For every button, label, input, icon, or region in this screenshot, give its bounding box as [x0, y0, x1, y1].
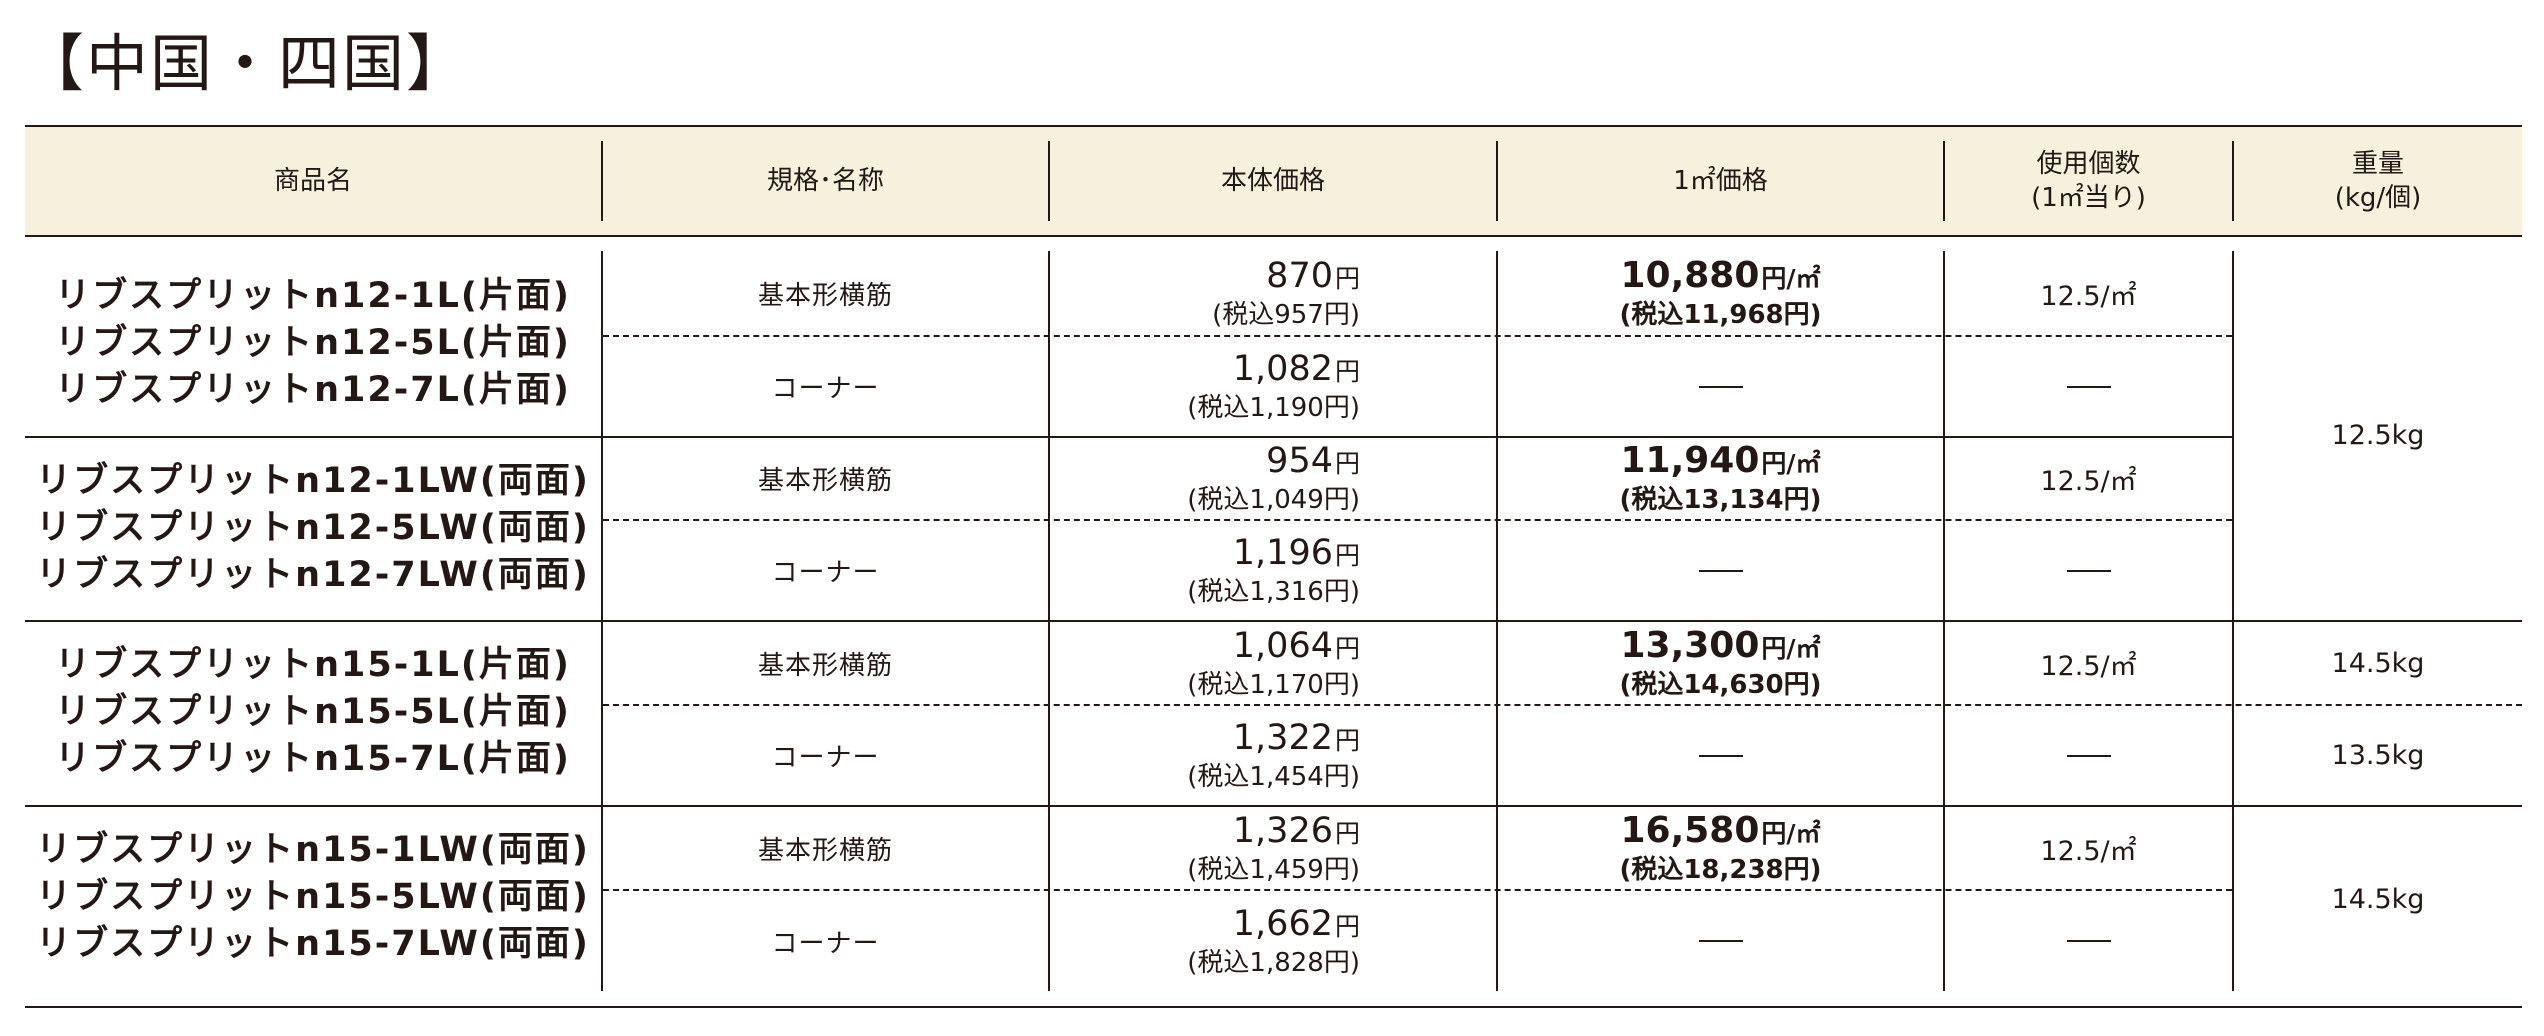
table-bottom-border — [25, 1006, 2522, 1008]
price-cell: 1,196円 (税込1,316円) — [1187, 533, 1360, 607]
usage-none — [1945, 891, 2232, 991]
weight-cell: 14.5kg — [2331, 883, 2425, 915]
region-title: 【中国・四国】 — [22, 27, 471, 100]
header-separator — [1943, 141, 1945, 221]
sqm-price-none — [1498, 706, 1943, 805]
price-cell: 954円 (税込1,049円) — [1187, 441, 1360, 515]
product-name-cell: リブスプリットn15-1L(片面) リブスプリットn15-5L(片面) リブスプ… — [55, 645, 571, 779]
row-separator — [603, 704, 2522, 706]
price-cell: 1,662円 (税込1,828円) — [1187, 903, 1360, 978]
product-name-cell: リブスプリットn15-1LW(両面) リブスプリットn15-5LW(両面) リブ… — [36, 830, 590, 964]
spec-cell: 基本形横筋 — [757, 280, 893, 311]
sqm-price-cell: 10,880円/㎡ (税込11,968円) — [1619, 254, 1822, 330]
weight-cell: 12.5kg — [2331, 420, 2425, 451]
header-usage: 使用個数 (1㎡当り) — [2031, 149, 2146, 213]
spec-cell: コーナー — [771, 928, 880, 959]
dash-mark — [2066, 569, 2111, 572]
spec-cell: コーナー — [771, 558, 880, 588]
header-weight: 重量 (kg/個) — [2334, 149, 2422, 213]
group-separator — [25, 620, 2522, 622]
dash-mark — [1698, 940, 1743, 942]
table-header-background — [25, 127, 2522, 235]
weight-cell: 13.5kg — [2331, 740, 2425, 771]
sqm-price-cell: 16,580円/㎡ (税込18,238円) — [1619, 809, 1822, 885]
price-cell: 1,064円 (税込1,170円) — [1187, 625, 1360, 700]
spec-cell: 基本形横筋 — [757, 835, 893, 866]
usage-cell: 12.5/㎡ — [2040, 280, 2137, 312]
header-spec: 規格･名称 — [766, 166, 884, 196]
header-separator — [601, 141, 603, 221]
spec-cell: コーナー — [771, 374, 880, 404]
dash-mark — [2066, 385, 2111, 388]
header-separator — [1048, 141, 1050, 221]
sqm-price-cell: 13,300円/㎡ (税込14,630円) — [1619, 624, 1822, 700]
usage-cell: 12.5/㎡ — [2040, 466, 2137, 497]
spec-cell: 基本形横筋 — [757, 466, 893, 496]
group-separator — [25, 436, 2232, 438]
sqm-price-none — [1498, 337, 1943, 436]
row-separator — [603, 519, 2232, 521]
row-separator — [603, 889, 2232, 891]
header-separator — [1496, 141, 1498, 221]
dash-mark — [2066, 754, 2111, 757]
sqm-price-none — [1498, 891, 1943, 991]
product-name-cell: リブスプリットn12-1L(片面) リブスプリットn12-5L(片面) リブスプ… — [55, 276, 571, 410]
header-product: 商品名 — [273, 166, 352, 196]
price-cell: 1,322円 (税込1,454円) — [1187, 718, 1360, 792]
header-price: 本体価格 — [1220, 166, 1325, 196]
group-separator — [25, 805, 2522, 807]
dash-mark — [1698, 385, 1743, 388]
sqm-price-cell: 11,940円/㎡ (税込13,134円) — [1619, 440, 1822, 516]
spec-cell: コーナー — [771, 743, 880, 773]
price-cell: 1,326円 (税込1,459円) — [1187, 810, 1360, 885]
dash-mark — [1698, 569, 1743, 572]
row-separator — [603, 335, 2232, 337]
price-cell: 870円 (税込957円) — [1212, 255, 1360, 330]
usage-none — [1945, 706, 2232, 805]
header-separator — [2232, 141, 2234, 221]
table-header-bottom-border — [25, 235, 2522, 237]
header-sqm-price: 1㎡価格 — [1673, 166, 1768, 196]
spec-cell: 基本形横筋 — [757, 650, 893, 681]
usage-none — [1945, 337, 2232, 436]
usage-none — [1945, 521, 2232, 620]
table-top-border — [25, 125, 2522, 127]
weight-cell: 14.5kg — [2331, 647, 2425, 679]
product-name-cell: リブスプリットn12-1LW(両面) リブスプリットn12-5LW(両面) リブ… — [36, 460, 590, 595]
dash-mark — [2066, 940, 2111, 942]
usage-cell: 12.5/㎡ — [2040, 835, 2137, 867]
price-cell: 1,082円 (税込1,190円) — [1187, 349, 1360, 423]
usage-cell: 12.5/㎡ — [2040, 650, 2137, 682]
sqm-price-none — [1498, 521, 1943, 620]
dash-mark — [1698, 754, 1743, 757]
